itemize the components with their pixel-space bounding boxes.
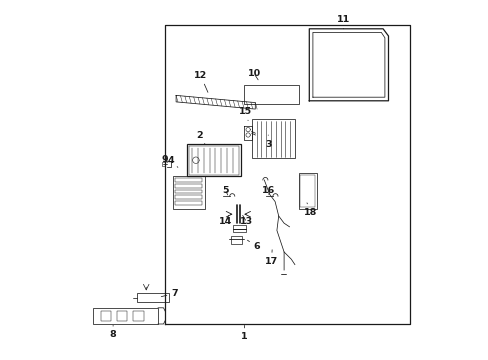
Bar — [117, 311, 127, 321]
Bar — [186, 144, 241, 176]
Bar — [175, 184, 202, 188]
Bar — [101, 311, 111, 321]
Text: 16: 16 — [262, 186, 275, 195]
Text: 6: 6 — [247, 240, 260, 251]
Text: 8: 8 — [109, 325, 116, 339]
Bar — [93, 308, 158, 324]
Bar — [251, 119, 294, 158]
Text: 14: 14 — [218, 215, 232, 226]
Text: 9: 9 — [161, 155, 167, 163]
Text: 4: 4 — [167, 156, 178, 167]
Text: 17: 17 — [264, 250, 278, 266]
Text: 15: 15 — [238, 107, 251, 121]
Bar — [133, 311, 143, 321]
Bar — [175, 195, 202, 199]
Text: 3: 3 — [264, 135, 271, 149]
Bar — [231, 236, 242, 244]
Bar — [172, 176, 204, 209]
Bar — [232, 225, 245, 232]
Bar — [162, 162, 165, 166]
Bar — [175, 178, 202, 182]
Text: 10: 10 — [247, 69, 260, 80]
Bar — [175, 190, 202, 193]
Bar — [300, 175, 314, 207]
Bar — [188, 146, 239, 175]
Bar — [298, 173, 316, 209]
Text: 18: 18 — [304, 203, 317, 217]
Text: 2: 2 — [196, 131, 204, 144]
Bar — [136, 293, 168, 302]
Text: 7: 7 — [161, 289, 177, 298]
Text: 13: 13 — [239, 215, 252, 226]
Text: 12: 12 — [194, 71, 207, 92]
Text: 1: 1 — [241, 325, 247, 341]
Text: 11: 11 — [336, 15, 349, 29]
Bar — [175, 201, 202, 205]
Text: 5: 5 — [222, 186, 228, 195]
Bar — [244, 85, 298, 104]
